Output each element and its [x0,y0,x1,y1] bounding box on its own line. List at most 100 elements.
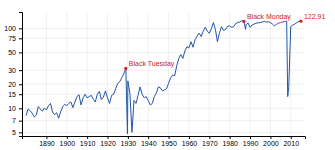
tick-label: 15 [8,91,16,98]
tick: 100 [4,25,22,32]
tick-label: 2010 [283,140,299,147]
tick: 1950 [161,136,177,147]
tick: 5 [12,129,22,136]
annotation-label: 122.91 [304,13,326,20]
tick-mark [19,28,22,29]
grid-line [168,12,169,136]
tick-mark [189,136,190,139]
tick-mark [209,136,210,139]
grid-line [22,84,305,85]
tick: 50 [8,49,22,56]
annotation-dot [299,20,302,23]
tick: 2000 [263,136,279,147]
grid-line [22,108,305,109]
tick-mark [128,136,129,139]
tick: 1890 [39,136,55,147]
tick-mark [148,136,149,139]
tick: 1900 [60,136,76,147]
tick: 1930 [121,136,137,147]
tick: 1920 [100,136,116,147]
marks [26,20,302,134]
tick-label: 1950 [161,140,177,147]
tick-label: 1930 [121,140,137,147]
grid-line [22,28,305,29]
annotation-dot [124,67,127,70]
x-axis: 1890 1900 1910 1920 1930 1940 1950 1960 1970 1980… [23,136,306,147]
tick-mark [19,70,22,71]
tick-label: 1920 [100,140,116,147]
tick: 75 [8,35,22,42]
tick: 30 [8,67,22,74]
annotation-label: Black Monday [247,13,291,21]
tick-mark [108,136,109,139]
axis-line [23,137,306,140]
tick-mark [291,136,292,139]
tick: 2010 [283,136,299,147]
tick-label: 1900 [60,140,76,147]
y-axis: 5 7 10 15 20 30 50 75 100 [4,13,22,137]
plot: 1890 1900 1910 1920 1930 1940 1950 1960 1970 1980… [4,12,325,147]
tick-label: 1980 [222,140,238,147]
grid-line [22,94,305,95]
tick-label: 50 [8,49,16,56]
tick-mark [250,136,251,139]
grid-line [148,12,149,136]
tick: 15 [8,91,22,98]
grid-line [270,12,271,136]
tick-label: 100 [4,25,16,32]
tick: 7 [12,117,22,124]
tick-mark [19,94,22,95]
tick-label: 1940 [141,140,157,147]
grid-line [22,120,305,121]
annotation-dot [242,20,245,23]
grid-line [22,38,305,39]
tick-label: 1970 [202,140,218,147]
tick: 1980 [222,136,238,147]
grid-line [46,12,47,136]
line [26,21,301,134]
tick-mark [230,136,231,139]
grid-line [188,12,189,136]
grid-line [250,12,251,136]
grid-line [22,52,305,53]
grid-line [209,12,210,136]
tick-mark [19,132,22,133]
tick-mark [169,136,170,139]
grid [22,12,305,136]
tick-mark [19,108,22,109]
tick-label: 1910 [80,140,96,147]
tick-mark [46,136,47,139]
tick-label: 20 [8,81,16,88]
annotation-label: Black Tuesday [129,60,175,68]
tick-mark [67,136,68,139]
tick-mark [270,136,271,139]
tick: 1970 [202,136,218,147]
grid-line [107,12,108,136]
grid-line [22,132,305,133]
tick: 1990 [243,136,259,147]
tick-label: 10 [8,105,16,112]
tick-label: 5 [12,129,16,136]
tick: 20 [8,81,22,88]
tick: 1960 [182,136,198,147]
grid-line [66,12,67,136]
tick: 1910 [80,136,96,147]
tick-label: 75 [8,35,16,42]
tick-label: 2000 [263,140,279,147]
tick-mark [19,38,22,39]
grid-line [229,12,230,136]
annotations: 122.91 Black Tuesday Black Monday [129,13,326,68]
tick-mark [19,121,22,122]
tick: 10 [8,105,22,112]
tick-label: 7 [12,117,16,124]
tick-label: 1890 [39,140,55,147]
grid-line [87,12,88,136]
tick-mark [87,136,88,139]
tick-label: 1960 [182,140,198,147]
grid-line [22,70,305,71]
axis-line [19,13,23,137]
tick-mark [19,52,22,53]
tick: 1940 [141,136,157,147]
tick-label: 1990 [243,140,259,147]
chart: 1890 1900 1910 1920 1930 1940 1950 1960 1970 1980… [0,0,335,150]
